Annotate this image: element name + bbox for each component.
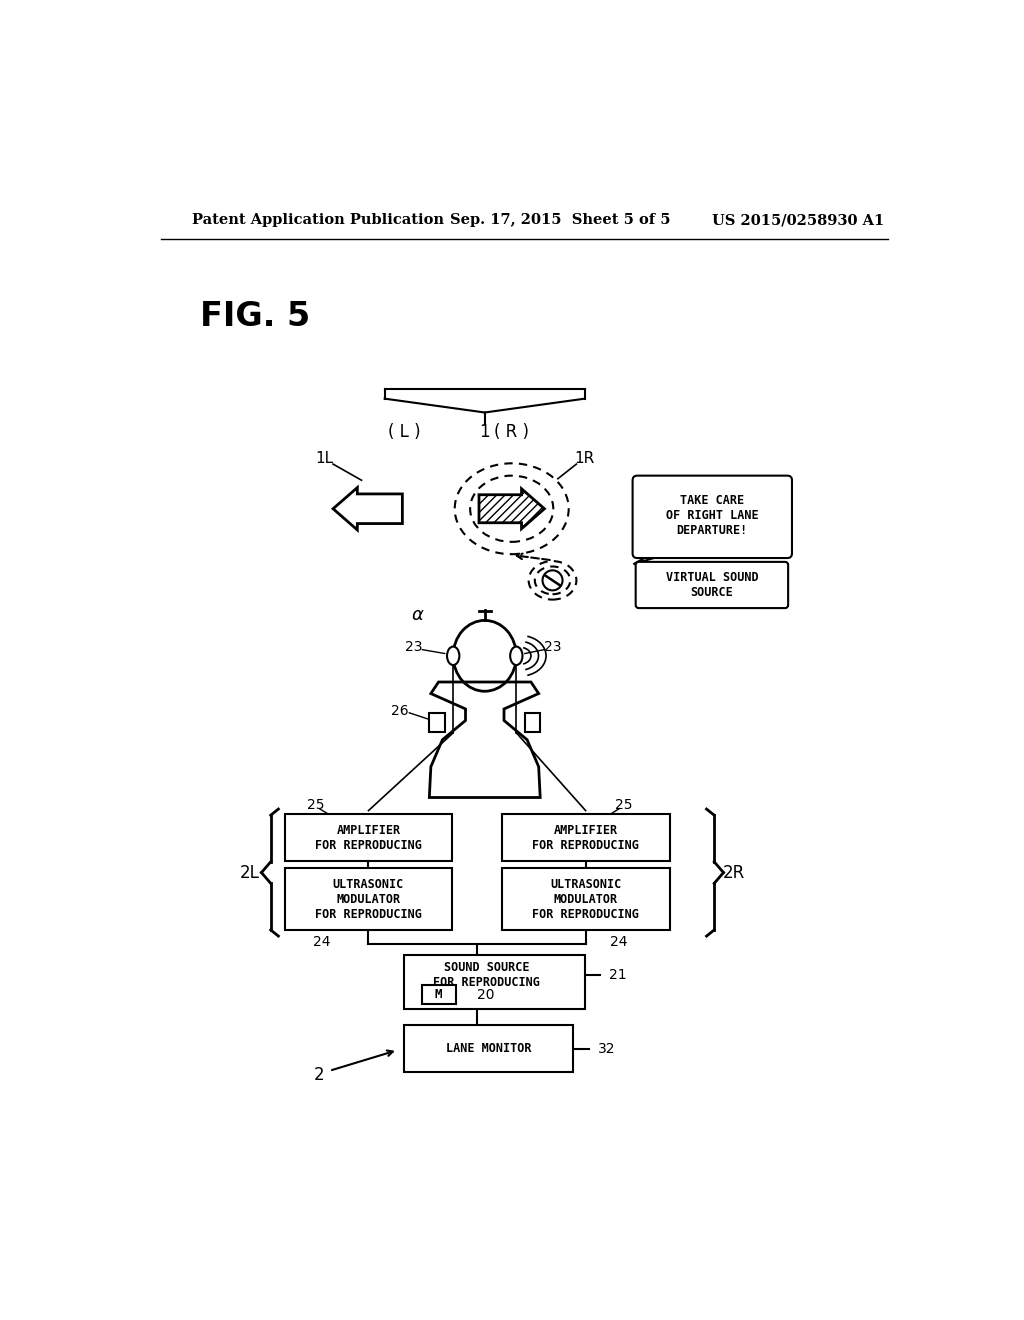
Text: ULTRASONIC
MODULATOR
FOR REPRODUCING: ULTRASONIC MODULATOR FOR REPRODUCING bbox=[315, 878, 422, 920]
Text: 2R: 2R bbox=[722, 863, 744, 882]
Text: TAKE CARE
OF RIGHT LANE
DEPARTURE!: TAKE CARE OF RIGHT LANE DEPARTURE! bbox=[666, 494, 759, 537]
Bar bbox=[422, 985, 456, 1003]
Text: 1R: 1R bbox=[574, 451, 595, 466]
Text: Patent Application Publication: Patent Application Publication bbox=[193, 213, 444, 227]
Text: 1L: 1L bbox=[315, 451, 334, 466]
Text: 21: 21 bbox=[609, 968, 627, 982]
Text: ( L ): ( L ) bbox=[388, 422, 420, 441]
FancyBboxPatch shape bbox=[636, 562, 788, 609]
Text: 32: 32 bbox=[598, 1041, 615, 1056]
Text: 25: 25 bbox=[614, 799, 632, 812]
Text: M: M bbox=[435, 989, 442, 1001]
Polygon shape bbox=[429, 682, 541, 797]
Text: 2L: 2L bbox=[240, 863, 260, 882]
Text: LANE MONITOR: LANE MONITOR bbox=[445, 1041, 531, 1055]
Text: 24: 24 bbox=[312, 936, 331, 949]
Polygon shape bbox=[333, 487, 402, 529]
FancyBboxPatch shape bbox=[633, 475, 792, 558]
Ellipse shape bbox=[510, 647, 522, 665]
Text: ( R ): ( R ) bbox=[495, 422, 529, 441]
Text: Sep. 17, 2015  Sheet 5 of 5: Sep. 17, 2015 Sheet 5 of 5 bbox=[451, 213, 671, 227]
Text: AMPLIFIER
FOR REPRODUCING: AMPLIFIER FOR REPRODUCING bbox=[315, 824, 422, 851]
Polygon shape bbox=[634, 553, 667, 564]
Text: US 2015/0258930 A1: US 2015/0258930 A1 bbox=[712, 213, 884, 227]
Text: 24: 24 bbox=[610, 936, 628, 949]
Bar bbox=[429, 713, 444, 733]
Text: 23: 23 bbox=[406, 640, 423, 655]
Ellipse shape bbox=[447, 647, 460, 665]
Text: VIRTUAL SOUND
SOURCE: VIRTUAL SOUND SOURCE bbox=[666, 572, 758, 599]
Text: ULTRASONIC
MODULATOR
FOR REPRODUCING: ULTRASONIC MODULATOR FOR REPRODUCING bbox=[532, 878, 639, 920]
Polygon shape bbox=[479, 488, 545, 529]
Text: 23: 23 bbox=[544, 640, 561, 655]
Text: 20: 20 bbox=[477, 987, 495, 1002]
Bar bbox=[524, 713, 541, 733]
Text: 2: 2 bbox=[314, 1065, 325, 1084]
Bar bbox=[285, 869, 453, 929]
Text: 25: 25 bbox=[306, 799, 325, 812]
Bar bbox=[502, 869, 670, 929]
Text: FIG. 5: FIG. 5 bbox=[200, 300, 310, 333]
Text: $\alpha$: $\alpha$ bbox=[411, 606, 425, 624]
Bar bbox=[285, 814, 453, 861]
Text: 26: 26 bbox=[391, 705, 409, 718]
Text: SOUND SOURCE
FOR REPRODUCING: SOUND SOURCE FOR REPRODUCING bbox=[433, 961, 540, 989]
Text: 1: 1 bbox=[479, 422, 490, 441]
Bar bbox=[502, 814, 670, 861]
Bar bbox=[403, 956, 585, 1010]
Bar bbox=[403, 1026, 573, 1072]
Text: AMPLIFIER
FOR REPRODUCING: AMPLIFIER FOR REPRODUCING bbox=[532, 824, 639, 851]
